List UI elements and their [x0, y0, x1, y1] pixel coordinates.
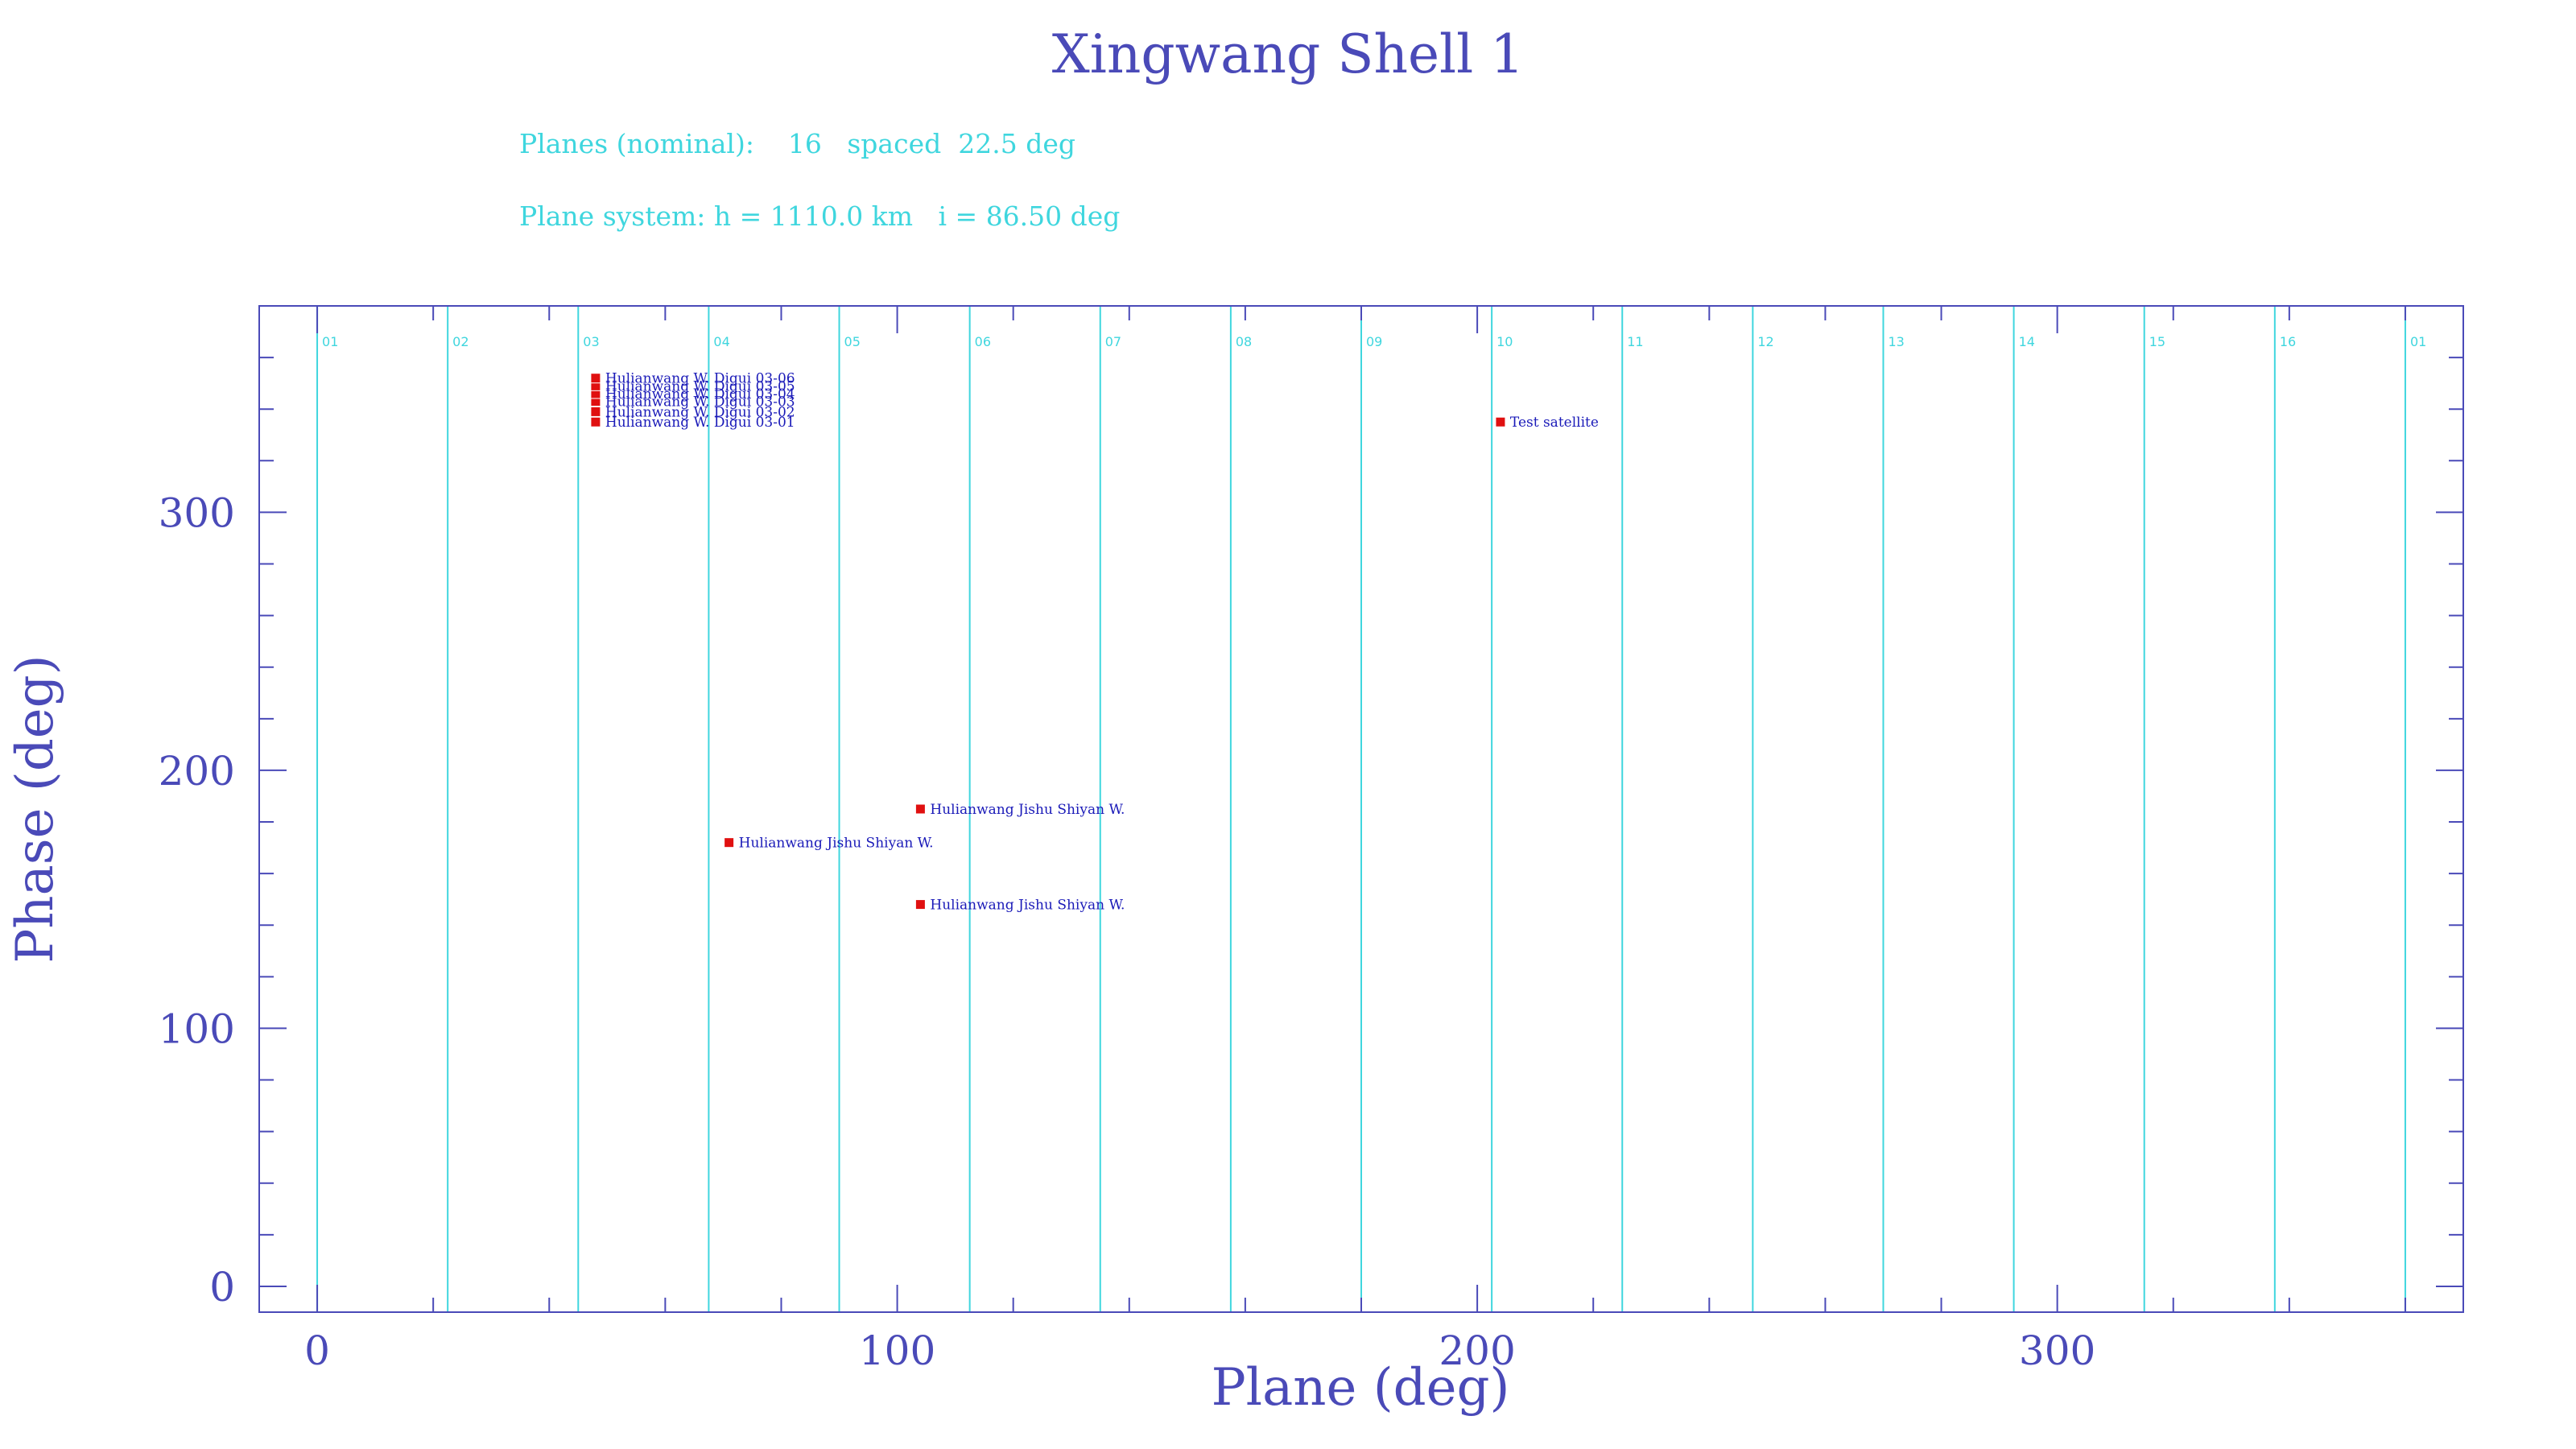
plane-label: 07: [1105, 334, 1121, 349]
satellite-marker: [914, 803, 926, 815]
y-tick-label: 200: [159, 748, 235, 795]
plane-label: 06: [975, 334, 991, 349]
satellite-marker: [1495, 416, 1506, 427]
plane-label: 02: [452, 334, 469, 349]
x-tick-label: 200: [1439, 1327, 1515, 1374]
satellite-label: Test satellite: [1510, 415, 1599, 431]
x-tick-label: 100: [859, 1327, 935, 1374]
plot-axes: 0 100 200 300 0 100 200 300: [159, 305, 2464, 1374]
plane-label: 09: [1366, 334, 1382, 349]
plane-label: 14: [2019, 334, 2035, 349]
y-tick-label: 0: [209, 1264, 235, 1311]
y-tick-label: 300: [159, 489, 235, 536]
plane-label: 13: [1888, 334, 1904, 349]
satellite-label: Hulianwang Jishu Shiyan W.: [930, 802, 1125, 818]
plane-label: 03: [583, 334, 599, 349]
plane-label: 10: [1496, 334, 1513, 349]
satellite-label: Hulianwang Jishu Shiyan W.: [739, 836, 934, 852]
y-axis-label: Phase (deg): [6, 654, 65, 963]
x-tick-label: 0: [304, 1327, 330, 1374]
satellite-label: Hulianwang W. Digui 03-02: [605, 404, 795, 420]
plane-label: 01: [322, 334, 338, 349]
plane-label: 01: [2410, 334, 2426, 349]
x-tick-label: 300: [2019, 1327, 2095, 1374]
satellite-label: Hulianwang W. Digui 03-03: [605, 394, 795, 411]
satellite-label: Hulianwang W. Digui 03-01: [605, 415, 795, 431]
y-tick-label: 100: [159, 1005, 235, 1052]
satellite-marker: [724, 837, 735, 848]
x-axis-label: Plane (deg): [1212, 1358, 1510, 1418]
satellite-marker: [590, 416, 601, 427]
satellite-label: Hulianwang W. Digui 03-06: [605, 371, 795, 387]
satellite-marker: [590, 406, 601, 417]
plane-label: 15: [2149, 334, 2165, 349]
chart-title: Xingwang Shell 1: [1052, 23, 1524, 85]
satellite-marker: [590, 373, 601, 384]
plane-system-info: Plane system: h = 1110.0 km i = 86.50 de…: [519, 200, 1120, 232]
satellite-marker: [914, 899, 926, 910]
plane-label: 16: [2280, 334, 2296, 349]
satellite-label: Hulianwang W. Digui 03-05: [605, 378, 795, 394]
plane-label: 11: [1627, 334, 1643, 349]
plane-label: 04: [713, 334, 729, 349]
satellite-label: Hulianwang W. Digui 03-04: [605, 386, 795, 402]
plane-label: 05: [844, 334, 861, 349]
plane-label: 12: [1757, 334, 1773, 349]
plane-lines: 01 02 03 04 05 06 07 08 09 10 11 12 13 14 15 16 01: [316, 306, 2426, 1312]
satellite-label: Hulianwang Jishu Shiyan W.: [930, 898, 1125, 914]
plane-label: 08: [1236, 334, 1252, 349]
planes-info: Planes (nominal): 16 spaced 22.5 deg: [519, 128, 1075, 159]
